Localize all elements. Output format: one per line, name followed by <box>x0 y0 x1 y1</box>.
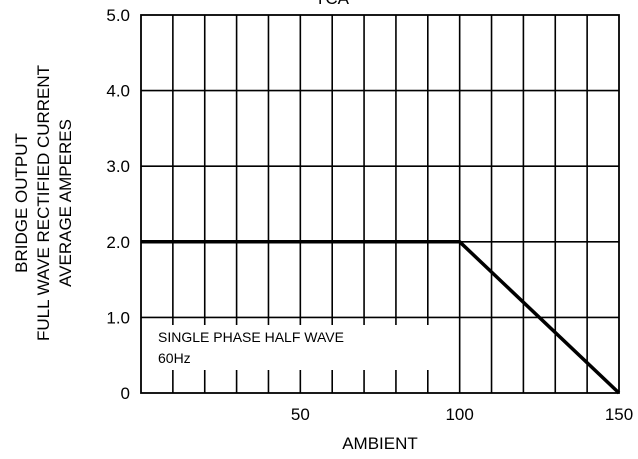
y-tick-label: 4.0 <box>106 82 130 101</box>
x-tick-label: 50 <box>291 405 310 424</box>
plot-frame <box>140 14 620 394</box>
y-axis-label-line-3: AVERAGE AMPERES <box>56 119 75 287</box>
y-axis-label-line-1: BRIDGE OUTPUT <box>12 133 31 273</box>
x-tick-label: 150 <box>605 405 633 424</box>
grid-lines <box>141 15 619 393</box>
y-axis-label-line-2: FULL WAVE RECTIFIED CURRENT <box>34 65 53 341</box>
y-tick-label: 2.0 <box>106 233 130 252</box>
annotation-line-2: 60Hz <box>158 350 191 366</box>
x-tick-label: 100 <box>445 405 473 424</box>
y-tick-label: 3.0 <box>106 157 130 176</box>
y-tick-label: 1.0 <box>106 308 130 327</box>
tick-labels: 0 1.0 2.0 3.0 4.0 5.0 50 100 150 <box>106 6 633 424</box>
series-lines <box>141 240 621 395</box>
annotation-box: SINGLE PHASE HALF WAVE 60Hz <box>143 325 445 370</box>
x-axis-label: AMBIENT <box>342 434 418 453</box>
y-axis-label: BRIDGE OUTPUT FULL WAVE RECTIFIED CURREN… <box>12 65 75 341</box>
plot-border <box>140 14 620 394</box>
chart-title: TCA <box>315 0 350 8</box>
annotation-background <box>143 325 445 370</box>
y-tick-label: 5.0 <box>106 6 130 25</box>
annotation-line-1: SINGLE PHASE HALF WAVE <box>158 329 344 345</box>
series-line <box>141 240 621 395</box>
y-tick-label: 0 <box>121 384 130 403</box>
